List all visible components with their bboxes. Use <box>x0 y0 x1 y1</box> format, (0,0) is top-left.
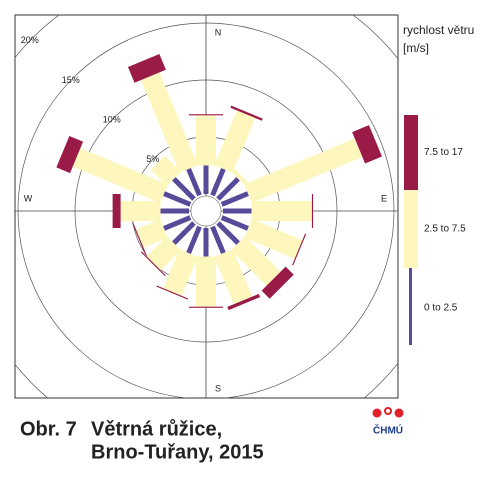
ring-label: 10% <box>103 114 121 124</box>
calm-circle <box>190 195 222 227</box>
ring-label: 20% <box>21 35 39 45</box>
legend-label: 0 to 2.5 <box>424 303 458 314</box>
bar-segment <box>203 228 209 257</box>
plot-frame <box>14 14 399 399</box>
caption-line: Větrná růžice, <box>91 418 222 440</box>
direction-label: E <box>381 193 387 203</box>
bar-segment <box>150 155 181 186</box>
bar-segment <box>210 168 226 197</box>
bar-segment <box>127 53 166 83</box>
bar-segment <box>132 222 147 255</box>
bar-segment <box>156 285 189 300</box>
direction-label: N <box>215 27 222 37</box>
logo-text: ČHMÚ <box>373 424 403 437</box>
bar-segment <box>251 201 312 221</box>
bar-segment <box>186 168 202 197</box>
legend-swatch <box>404 190 418 268</box>
bar-segment <box>189 306 223 308</box>
bar-segment <box>214 249 253 305</box>
logo-dot <box>394 408 404 418</box>
direction-label: S <box>215 383 221 393</box>
bar-segment <box>146 236 181 271</box>
bar-segment <box>220 191 249 207</box>
bar-segment <box>140 72 198 173</box>
labels: 5% 10% 15% 20% N E S W <box>21 27 387 393</box>
bar-segment <box>140 251 166 277</box>
bar-segment <box>352 125 382 164</box>
ring-label: 5% <box>146 154 159 164</box>
bar-segment <box>244 219 303 259</box>
bar-segment <box>230 105 263 121</box>
bar-segment <box>214 110 256 173</box>
legend-title: [m/s] <box>403 41 429 55</box>
bar-segment <box>135 219 168 248</box>
bar-segment <box>311 194 314 228</box>
bar-segment <box>244 138 363 203</box>
bar-segment <box>120 201 161 221</box>
bar-segment <box>220 215 249 231</box>
bar-segment <box>163 215 192 231</box>
bar-segment <box>210 225 226 254</box>
legend-swatch <box>404 115 418 190</box>
bar-segment <box>261 266 294 299</box>
bar-segment <box>216 177 240 201</box>
bar-segment <box>223 208 252 214</box>
logo-dot <box>372 408 382 418</box>
bar-segment <box>203 165 209 194</box>
bar-segment <box>160 208 189 214</box>
caption-label: Obr. 7 <box>20 418 77 440</box>
logo-dot <box>384 407 392 415</box>
legend-swatch <box>409 268 412 345</box>
bar-segment <box>216 221 240 245</box>
direction-label: W <box>24 193 33 203</box>
bar-segment <box>172 221 196 245</box>
bar-segment <box>196 115 216 166</box>
legend-label: 2.5 to 7.5 <box>424 224 466 235</box>
bar-segment <box>112 194 121 228</box>
bar-segment <box>163 191 192 207</box>
logo: ČHMÚ <box>372 407 404 437</box>
caption-line: Brno-Tuřany, 2015 <box>91 441 264 463</box>
bar-segment <box>186 225 202 254</box>
bar-segment <box>189 114 223 116</box>
legend-label: 7.5 to 17 <box>424 147 463 158</box>
bars <box>56 53 382 311</box>
bar-segment <box>227 293 261 311</box>
bar-segment <box>163 249 198 296</box>
bar-segment <box>72 148 168 203</box>
bar-segment <box>292 233 307 266</box>
bar-segment <box>172 177 196 201</box>
ring-label: 15% <box>62 75 80 85</box>
bar-segment <box>196 256 216 307</box>
legend-title: rychlost větru <box>403 23 474 37</box>
bar-segment <box>231 236 281 286</box>
bar-segment <box>231 168 249 186</box>
bar-segment <box>56 136 84 174</box>
